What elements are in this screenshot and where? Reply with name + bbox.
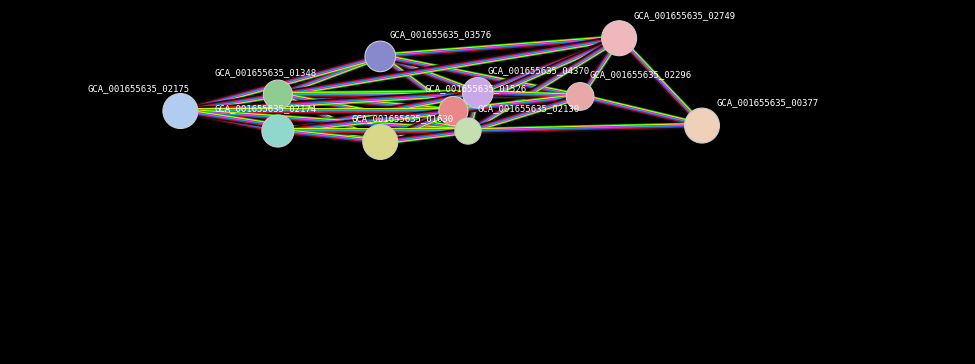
Text: GCA_001655635_02749: GCA_001655635_02749 xyxy=(634,11,736,20)
Ellipse shape xyxy=(602,21,637,56)
Ellipse shape xyxy=(439,96,468,126)
Text: GCA_001655635_02130: GCA_001655635_02130 xyxy=(478,104,580,114)
Ellipse shape xyxy=(455,118,481,144)
Ellipse shape xyxy=(566,83,594,110)
Text: GCA_001655635_00377: GCA_001655635_00377 xyxy=(717,98,819,107)
Text: GCA_001655635_04370: GCA_001655635_04370 xyxy=(488,66,590,75)
Text: GCA_001655635_03576: GCA_001655635_03576 xyxy=(390,30,492,39)
Text: GCA_001655635_01348: GCA_001655635_01348 xyxy=(214,68,317,77)
Ellipse shape xyxy=(684,108,720,143)
Ellipse shape xyxy=(263,80,292,109)
Ellipse shape xyxy=(365,41,396,72)
Text: GCA_001655635_02174: GCA_001655635_02174 xyxy=(214,104,317,114)
Ellipse shape xyxy=(363,124,398,159)
Text: GCA_001655635_01526: GCA_001655635_01526 xyxy=(424,84,526,94)
Text: GCA_001655635_02175: GCA_001655635_02175 xyxy=(88,84,190,93)
Ellipse shape xyxy=(262,115,293,147)
Ellipse shape xyxy=(163,94,198,128)
Text: GCA_001655635_02296: GCA_001655635_02296 xyxy=(590,70,692,79)
Text: GCA_001655635_01630: GCA_001655635_01630 xyxy=(351,114,453,123)
Ellipse shape xyxy=(462,78,493,108)
